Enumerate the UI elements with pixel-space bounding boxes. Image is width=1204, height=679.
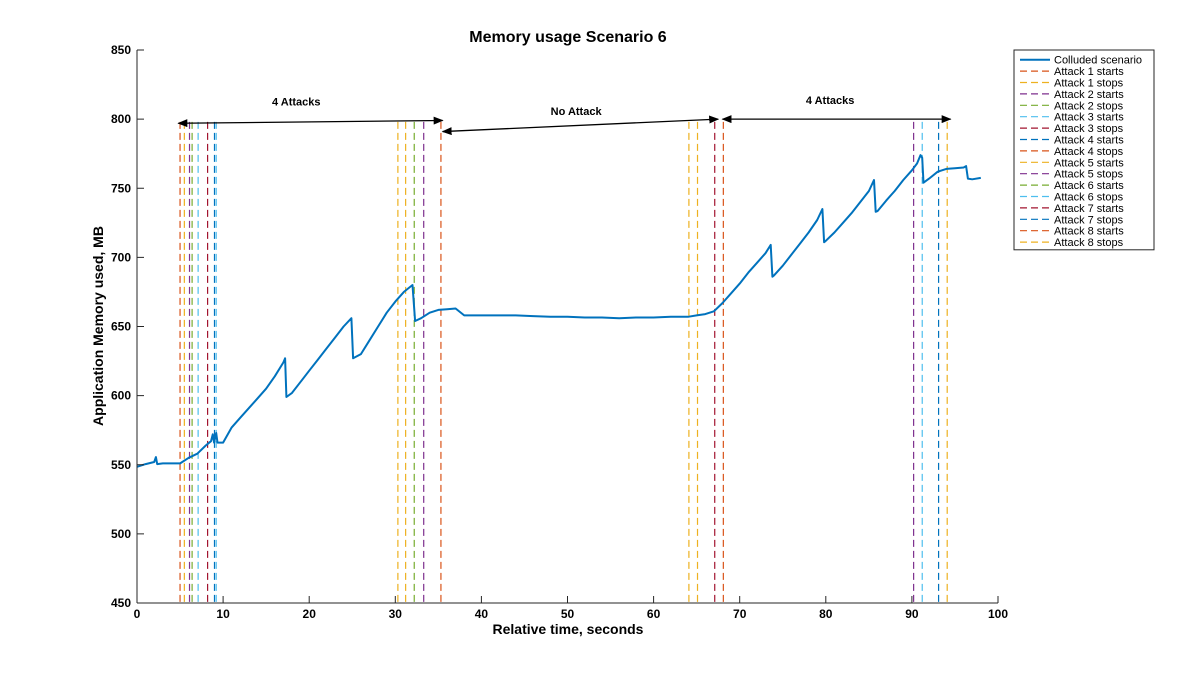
ticks: 0 10 20 30 40 50 60 70 80 90 100 450 500 550 600 650 700… <box>111 43 1008 621</box>
x-tick-label: 20 <box>303 607 317 621</box>
legend-label-5: Attack 2 stops <box>1054 100 1124 112</box>
legend-label-16: Attack 8 starts <box>1054 226 1124 238</box>
legend-label-7: Attack 3 stops <box>1054 123 1124 135</box>
legend-label-9: Attack 4 stops <box>1054 146 1124 158</box>
legend-label-4: Attack 2 starts <box>1054 89 1124 101</box>
series-line-1 <box>136 154 981 468</box>
chart-title: Memory usage Scenario 6 <box>469 29 667 46</box>
annotation-arrow-1 <box>177 116 444 128</box>
x-tick-label: 80 <box>819 607 833 621</box>
x-tick-label: 70 <box>733 607 747 621</box>
annotation-label-2: No Attack <box>551 106 603 118</box>
series-group <box>136 154 981 468</box>
x-tick-label: 0 <box>134 607 141 621</box>
x-tick-label: 30 <box>389 607 403 621</box>
y-axis-title: Application Memory used, MB <box>90 226 106 426</box>
legend-label-6: Attack 3 starts <box>1054 112 1124 124</box>
y-tick-label: 600 <box>111 389 131 403</box>
legend-label-8: Attack 4 starts <box>1054 135 1124 147</box>
legend-label-13: Attack 6 stops <box>1054 192 1124 204</box>
annotations: 4 Attacks No Attack 4 Attacks <box>177 95 952 136</box>
x-tick-label: 50 <box>561 607 575 621</box>
x-tick-label: 60 <box>647 607 661 621</box>
y-tick-label: 500 <box>111 527 131 541</box>
x-axis-title: Relative time, seconds <box>493 621 644 637</box>
legend-label-2: Attack 1 starts <box>1054 66 1124 78</box>
legend-label-15: Attack 7 stops <box>1054 214 1124 226</box>
y-tick-label: 700 <box>111 250 131 264</box>
y-tick-label: 450 <box>111 596 131 610</box>
legend-label-17: Attack 8 stops <box>1054 237 1124 249</box>
annotation-label-3: 4 Attacks <box>806 95 855 107</box>
x-tick-label: 40 <box>475 607 489 621</box>
axes <box>136 50 998 604</box>
y-tick-label: 650 <box>111 320 131 334</box>
legend-label-3: Attack 1 stops <box>1054 78 1124 90</box>
y-tick-label: 800 <box>111 112 131 126</box>
x-tick-label: 90 <box>905 607 919 621</box>
legend-label-11: Attack 5 stops <box>1054 169 1124 181</box>
x-tick-label: 10 <box>216 607 230 621</box>
y-tick-label: 750 <box>111 181 131 195</box>
annotation-label-1: 4 Attacks <box>272 96 321 108</box>
attack-lines <box>179 121 948 603</box>
legend-label-12: Attack 6 starts <box>1054 180 1124 192</box>
y-tick-label: 550 <box>111 458 131 472</box>
annotation-arrow-2 <box>441 115 720 136</box>
legend-box <box>1013 49 1155 251</box>
legend-label-1: Colluded scenario <box>1054 55 1142 67</box>
y-tick-label: 850 <box>111 43 131 57</box>
x-tick-label: 100 <box>988 607 1008 621</box>
legend-label-10: Attack 5 starts <box>1054 157 1124 169</box>
legend-label-14: Attack 7 starts <box>1054 203 1124 215</box>
